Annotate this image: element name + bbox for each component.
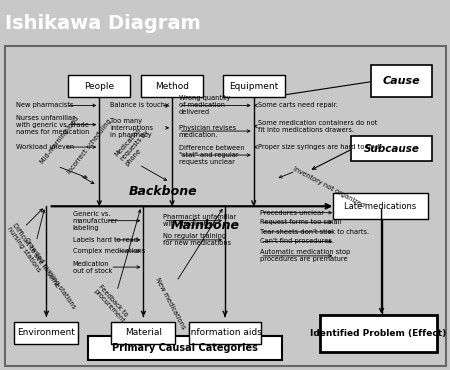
Text: Complex medications: Complex medications bbox=[73, 248, 145, 254]
Text: New medications: New medications bbox=[154, 277, 186, 330]
Text: Proper size syringes are hard to find.: Proper size syringes are hard to find. bbox=[258, 144, 382, 150]
Text: Primary Causal Categories: Primary Causal Categories bbox=[112, 343, 258, 353]
Text: Incorrect scheduling: Incorrect scheduling bbox=[66, 117, 112, 175]
Text: Wrong quantity
of medication
delivered: Wrong quantity of medication delivered bbox=[179, 95, 230, 115]
Text: Material: Material bbox=[125, 328, 162, 337]
FancyBboxPatch shape bbox=[351, 136, 432, 161]
Text: No regular training
for new medications: No regular training for new medications bbox=[163, 233, 231, 246]
Text: Difficult to see in some
nursing stations: Difficult to see in some nursing station… bbox=[6, 222, 61, 292]
FancyBboxPatch shape bbox=[14, 322, 78, 344]
Text: Ishikawa Diagram: Ishikawa Diagram bbox=[5, 14, 201, 33]
Text: Balance is touchy.: Balance is touchy. bbox=[110, 102, 171, 108]
Text: Some carts need repair.: Some carts need repair. bbox=[258, 102, 338, 108]
Text: Inventory not organized: Inventory not organized bbox=[292, 165, 365, 208]
Text: Nurses unfamiliar
with generic vs. trade
names for medication: Nurses unfamiliar with generic vs. trade… bbox=[15, 115, 89, 135]
Text: Can't find procedures.: Can't find procedures. bbox=[260, 239, 334, 245]
Text: Some medication containers do not
fit into medications drawers.: Some medication containers do not fit in… bbox=[258, 120, 378, 133]
Text: Physician revises
medication.: Physician revises medication. bbox=[179, 125, 236, 138]
FancyBboxPatch shape bbox=[333, 194, 428, 219]
Text: Tear sheets don't stick to charts.: Tear sheets don't stick to charts. bbox=[260, 229, 369, 235]
FancyBboxPatch shape bbox=[223, 75, 284, 97]
FancyBboxPatch shape bbox=[68, 75, 130, 97]
Text: Late medications: Late medications bbox=[344, 202, 417, 211]
Text: Cause: Cause bbox=[382, 77, 420, 87]
FancyBboxPatch shape bbox=[88, 336, 282, 360]
Text: Too many
interruptions
in pharmacy: Too many interruptions in pharmacy bbox=[110, 118, 153, 138]
Text: Equipment: Equipment bbox=[229, 82, 278, 91]
Text: Automatic medication stop
procedures are premature: Automatic medication stop procedures are… bbox=[260, 249, 351, 262]
FancyBboxPatch shape bbox=[189, 322, 261, 344]
Text: Method: Method bbox=[155, 82, 189, 91]
Text: Labels hard to read: Labels hard to read bbox=[73, 237, 138, 243]
Text: Difference between
"stat" and regular
requests unclear: Difference between "stat" and regular re… bbox=[179, 145, 244, 165]
Text: Subcause: Subcause bbox=[364, 144, 419, 154]
Text: New pharmacists: New pharmacists bbox=[15, 102, 73, 108]
Text: Backbone: Backbone bbox=[129, 185, 198, 198]
FancyBboxPatch shape bbox=[141, 75, 203, 97]
Text: Generic vs.
manufacturer
labeling: Generic vs. manufacturer labeling bbox=[73, 211, 118, 231]
Text: Request forms too small: Request forms too small bbox=[260, 219, 342, 225]
Text: Procedures unclear: Procedures unclear bbox=[260, 210, 324, 216]
Text: Feedback to
procurement: Feedback to procurement bbox=[92, 283, 130, 324]
FancyBboxPatch shape bbox=[370, 65, 432, 97]
Text: Workload uneven: Workload uneven bbox=[15, 144, 74, 150]
Text: Medication
requests by
phone: Medication requests by phone bbox=[114, 124, 155, 166]
FancyBboxPatch shape bbox=[320, 315, 436, 352]
Text: Mid-morning load: Mid-morning load bbox=[40, 115, 81, 165]
Text: Information aids: Information aids bbox=[188, 328, 262, 337]
FancyBboxPatch shape bbox=[112, 322, 176, 344]
Text: Environment: Environment bbox=[18, 328, 75, 337]
Text: Pharmacist unfamiliar
with medication: Pharmacist unfamiliar with medication bbox=[163, 214, 237, 227]
Text: People: People bbox=[84, 82, 114, 91]
Text: Crowded nursing stations: Crowded nursing stations bbox=[23, 236, 77, 310]
Text: Identified Problem (Effect): Identified Problem (Effect) bbox=[310, 329, 446, 338]
Text: Mainbone: Mainbone bbox=[171, 219, 240, 232]
Text: Medication
out of stock: Medication out of stock bbox=[73, 260, 112, 273]
